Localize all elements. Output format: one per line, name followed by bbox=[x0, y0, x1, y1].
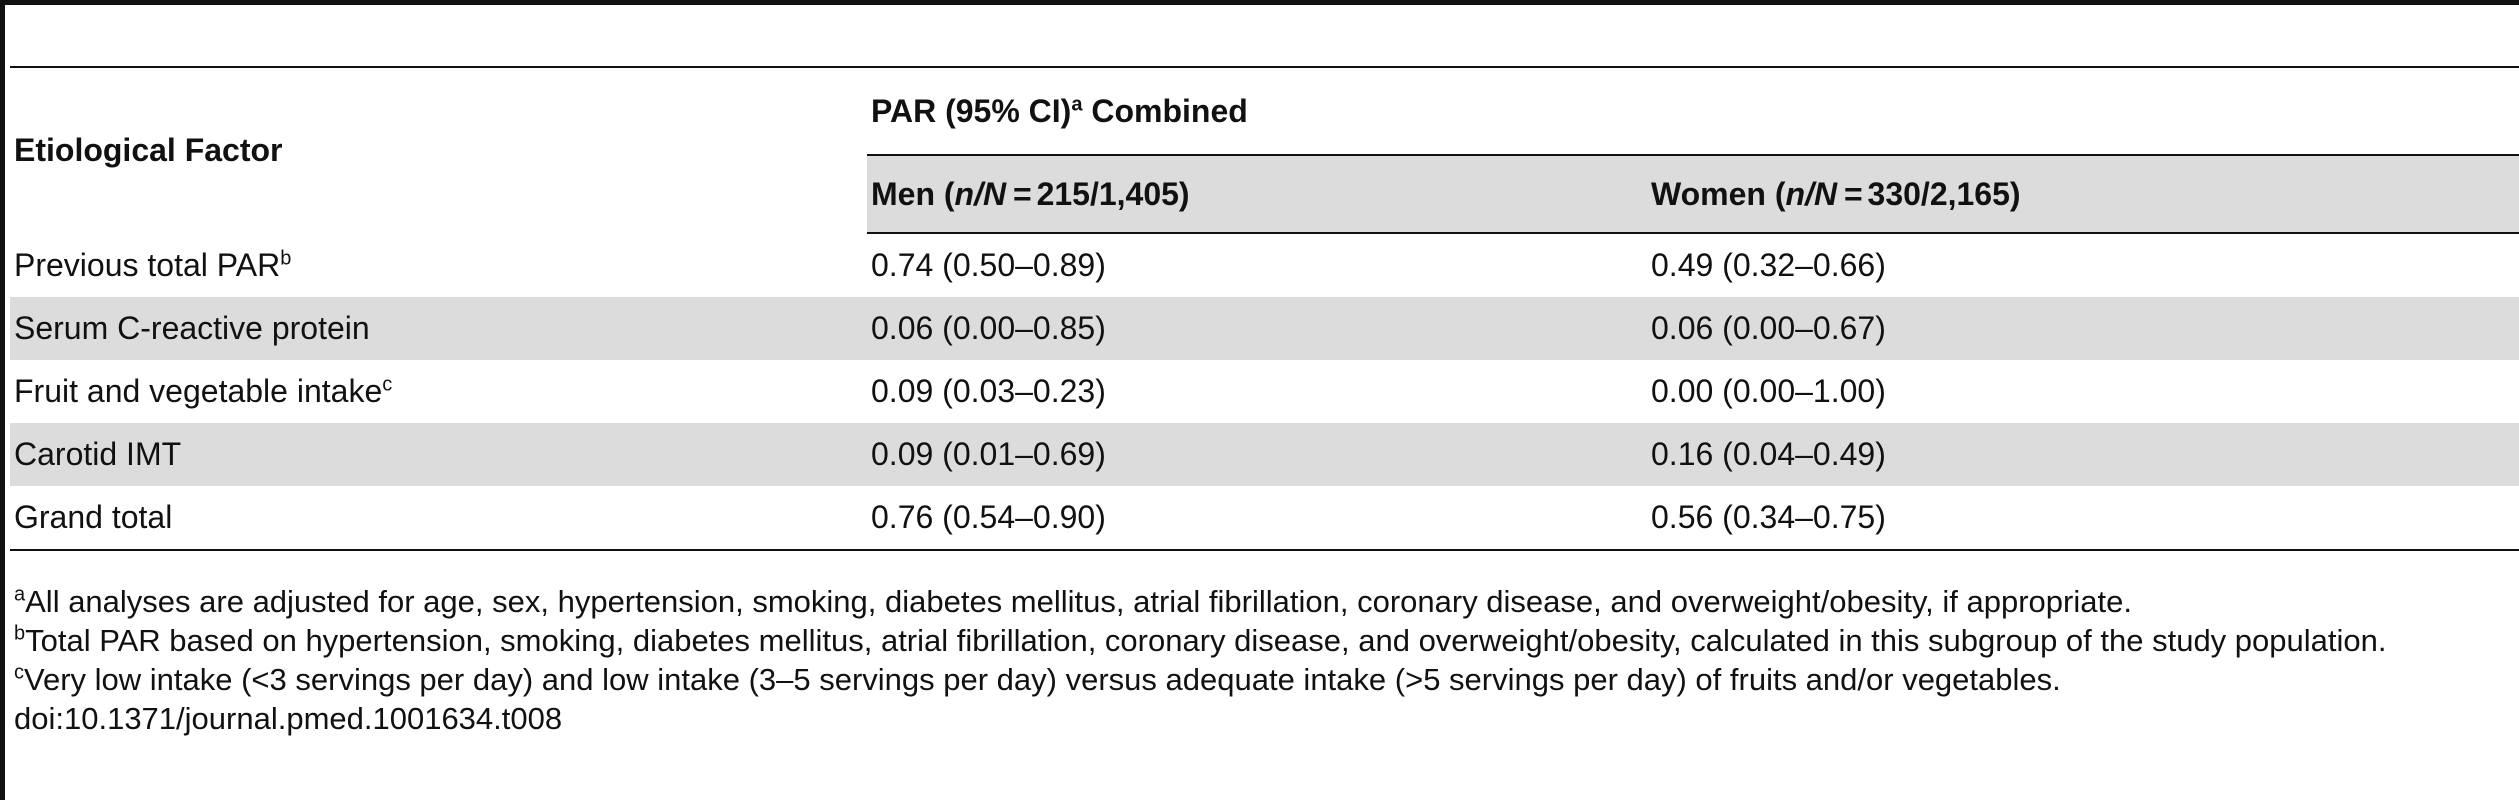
factor-text: Carotid IMT bbox=[14, 436, 182, 472]
row-men: 0.06 (0.00–0.85) bbox=[871, 310, 1106, 346]
top-border bbox=[0, 0, 2519, 5]
left-border bbox=[0, 0, 5, 800]
men-eq: = bbox=[1006, 175, 1037, 212]
table-row: Serum C-reactive protein 0.06 (0.00–0.85… bbox=[10, 297, 2519, 360]
footnote: aAll analyses are adjusted for age, sex,… bbox=[14, 582, 2514, 621]
par-table: Etiological Factor PAR (95% CI)a Combine… bbox=[10, 66, 2519, 551]
women-value: 330/2,165) bbox=[1867, 175, 2021, 212]
header-men: Men (n/N = 215/1,405) bbox=[867, 155, 1647, 234]
row-women: 0.00 (0.00–1.00) bbox=[1651, 373, 1886, 409]
women-label: Women ( bbox=[1651, 175, 1786, 212]
footnote: cVery low intake (<3 servings per day) a… bbox=[14, 660, 2514, 699]
footnote-mark: a bbox=[14, 583, 26, 606]
header-par-combined: PAR (95% CI)a Combined bbox=[867, 66, 2519, 156]
row-factor: Fruit and vegetable intakec bbox=[10, 360, 867, 423]
men-value: 215/1,405) bbox=[1036, 175, 1190, 212]
row-men: 0.74 (0.50–0.89) bbox=[871, 247, 1106, 283]
row-factor: Serum C-reactive protein bbox=[10, 297, 867, 360]
table-row: Grand total 0.76 (0.54–0.90) 0.56 (0.34–… bbox=[10, 486, 2519, 551]
row-factor: Previous total PARb bbox=[10, 233, 867, 297]
footnotes: aAll analyses are adjusted for age, sex,… bbox=[14, 582, 2514, 738]
women-n: n/N bbox=[1785, 175, 1838, 212]
row-women: 0.56 (0.34–0.75) bbox=[1647, 486, 2519, 551]
row-women: 0.06 (0.00–0.67) bbox=[1651, 310, 1886, 346]
factor-sup: c bbox=[382, 373, 393, 396]
men-label: Men ( bbox=[871, 175, 955, 212]
footnote-text: Total PAR based on hypertension, smoking… bbox=[25, 623, 2387, 658]
row-factor: Carotid IMT bbox=[10, 423, 867, 486]
doi: doi:10.1371/journal.pmed.1001634.t008 bbox=[14, 701, 563, 736]
table-row: Previous total PARb 0.74 (0.50–0.89) 0.4… bbox=[10, 233, 2519, 297]
row-women: 0.49 (0.32–0.66) bbox=[1651, 247, 1886, 283]
factor-text: Previous total PAR bbox=[14, 246, 281, 283]
factor-text: Fruit and vegetable intake bbox=[14, 373, 383, 409]
row-men: 0.09 (0.03–0.23) bbox=[871, 373, 1106, 409]
footnote: bTotal PAR based on hypertension, smokin… bbox=[14, 621, 2514, 660]
footnote-mark: c bbox=[14, 661, 24, 684]
row-men: 0.09 (0.01–0.69) bbox=[871, 436, 1106, 472]
table-row: Carotid IMT 0.09 (0.01–0.69) 0.16 (0.04–… bbox=[10, 423, 2519, 486]
header-etiological-factor: Etiological Factor bbox=[10, 66, 867, 233]
factor-text: Serum C-reactive protein bbox=[14, 310, 370, 346]
footnote-text: Very low intake (<3 servings per day) an… bbox=[24, 662, 2061, 697]
header-women: Women (n/N = 330/2,165) bbox=[1647, 155, 2519, 234]
row-factor: Grand total bbox=[10, 486, 867, 551]
group-sup: a bbox=[1071, 92, 1083, 115]
footnote-text: All analyses are adjusted for age, sex, … bbox=[25, 584, 2132, 619]
men-n: n/N bbox=[954, 175, 1007, 212]
row-women: 0.16 (0.04–0.49) bbox=[1651, 436, 1886, 472]
factor-sup: b bbox=[280, 246, 292, 269]
group-label: PAR (95% CI) bbox=[871, 92, 1072, 129]
table-row: Fruit and vegetable intakec 0.09 (0.03–0… bbox=[10, 360, 2519, 423]
group-suffix: Combined bbox=[1082, 92, 1248, 129]
women-eq: = bbox=[1837, 175, 1868, 212]
factor-text: Grand total bbox=[14, 499, 173, 535]
footnote-mark: b bbox=[14, 622, 26, 645]
row-men: 0.76 (0.54–0.90) bbox=[867, 486, 1647, 551]
